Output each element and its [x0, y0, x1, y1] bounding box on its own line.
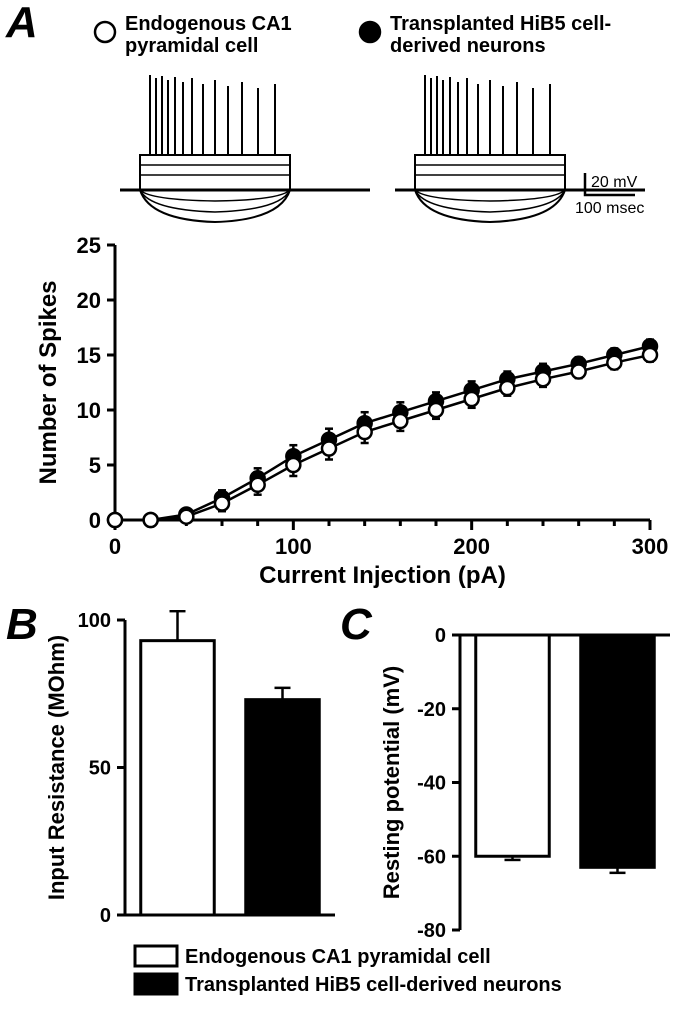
svg-text:Resting potential (mV): Resting potential (mV) [379, 666, 404, 899]
panel-a-chart: 0 5 10 15 20 25 0 100 200 300 Current Injection (p… [30, 235, 670, 595]
scale-h-label: 100 msec [575, 200, 644, 217]
panel-b-chart: 0 50 100 Input Resistance (MOhm) [40, 610, 350, 940]
legend-bottom-open-label: Endogenous CA1 pyramidal cell [185, 946, 491, 968]
svg-text:0: 0 [89, 508, 101, 533]
legend-filled-label-line1: Transplanted HiB5 cell- [390, 13, 611, 35]
svg-text:100: 100 [78, 610, 111, 632]
scale-bar: 20 mV 100 msec [575, 173, 644, 217]
svg-text:15: 15 [77, 343, 101, 368]
panel-label-b: B [6, 600, 38, 650]
legend-bottom-filled-swatch [135, 974, 177, 994]
svg-text:10: 10 [77, 398, 101, 423]
legend-bottom: Endogenous CA1 pyramidal cell Transplant… [0, 940, 685, 1010]
trace-left [120, 75, 370, 222]
svg-text:0: 0 [435, 625, 446, 647]
svg-text:-80: -80 [417, 920, 446, 940]
legend-bottom-open-swatch [135, 946, 177, 966]
figure-root: A Endogenous CA1 pyramidal cell Transpla… [0, 0, 685, 1012]
svg-text:300: 300 [632, 534, 669, 559]
legend-open-label-line1: Endogenous CA1 [125, 13, 292, 35]
svg-text:Input Resistance (MOhm): Input Resistance (MOhm) [44, 635, 69, 900]
svg-text:-40: -40 [417, 773, 446, 795]
legend-open-label-line2: pyramidal cell [125, 35, 258, 57]
legend-bottom-filled-label: Transplanted HiB5 cell-derived neurons [185, 974, 562, 996]
svg-text:50: 50 [89, 758, 111, 780]
trace-insets: 20 mV 100 msec [110, 70, 670, 240]
svg-text:5: 5 [89, 453, 101, 478]
panel-label-c: C [340, 600, 372, 650]
svg-text:0: 0 [100, 905, 111, 927]
svg-text:200: 200 [453, 534, 490, 559]
panel-c-chart: 0 -20 -40 -60 -80 Resting potential (mV) [375, 610, 685, 940]
legend-filled-label-line2: derived neurons [390, 35, 546, 57]
svg-text:Number of Spikes: Number of Spikes [35, 280, 62, 484]
scale-v-label: 20 mV [591, 174, 638, 191]
svg-text:Current Injection (pA): Current Injection (pA) [259, 562, 506, 589]
svg-text:25: 25 [77, 235, 101, 258]
svg-text:0: 0 [109, 534, 121, 559]
legend-filled-marker [360, 22, 380, 42]
legend-open-marker [95, 22, 115, 42]
svg-text:-20: -20 [417, 699, 446, 721]
svg-text:-60: -60 [417, 846, 446, 868]
svg-text:20: 20 [77, 288, 101, 313]
svg-text:100: 100 [275, 534, 312, 559]
